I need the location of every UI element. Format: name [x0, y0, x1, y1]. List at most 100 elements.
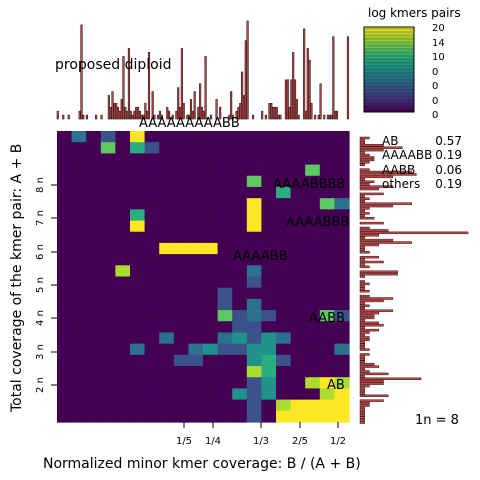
heatmap-cell — [57, 344, 72, 356]
heatmap-cell — [145, 221, 160, 233]
heatmap-cell — [305, 400, 320, 412]
heatmap-cell — [174, 265, 189, 277]
heatmap-cell — [145, 377, 160, 389]
heatmap-cell — [203, 400, 218, 412]
heatmap-cell — [72, 209, 87, 221]
top-histogram-bar — [121, 99, 123, 119]
side-histogram-bar — [360, 205, 393, 207]
heatmap-cell — [320, 198, 335, 210]
heatmap-cell — [145, 321, 160, 333]
heatmap-cell — [218, 209, 233, 221]
heatmap-cell — [159, 355, 174, 367]
heatmap-cell — [174, 400, 189, 412]
side-histogram-bar — [360, 239, 393, 241]
side-histogram-bar — [360, 358, 365, 360]
heatmap-cell — [203, 254, 218, 266]
heatmap-cell — [305, 344, 320, 356]
heatmap-cell — [86, 265, 101, 277]
side-histogram-bar — [360, 361, 365, 363]
side-histogram-bar — [360, 339, 369, 341]
heatmap-cell — [218, 310, 233, 322]
heatmap-cell — [334, 277, 349, 289]
legend-value: 0.57 — [435, 134, 462, 148]
heatmap-cell — [218, 221, 233, 233]
top-histogram-bar — [241, 72, 243, 119]
heatmap-cell — [72, 400, 87, 412]
heatmap-cell — [86, 254, 101, 266]
side-histogram-bar — [360, 193, 383, 195]
smudge-label: AB — [327, 378, 345, 393]
top-histogram-bar — [331, 115, 333, 119]
heatmap-cell — [334, 243, 349, 255]
heatmap-cell — [188, 332, 203, 344]
heatmap-cell — [101, 198, 116, 210]
heatmap-cell — [159, 366, 174, 378]
heatmap-cell — [130, 299, 145, 311]
top-histogram-bar — [292, 52, 294, 119]
heatmap-cell — [159, 209, 174, 221]
heatmap-cell — [101, 388, 116, 400]
heatmap-cell — [101, 187, 116, 199]
side-histogram-bar — [360, 156, 374, 158]
heatmap-cell — [174, 411, 189, 423]
heatmap-cell — [276, 265, 291, 277]
top-histogram-bar — [320, 84, 322, 119]
heatmap-cell — [115, 355, 130, 367]
heatmap-cell — [174, 355, 189, 367]
side-histogram-bar — [360, 295, 369, 297]
n-label: 1n = 8 — [415, 413, 459, 428]
side-histogram-bar — [360, 285, 365, 287]
top-histogram-bar — [130, 111, 132, 119]
side-histogram-bar — [360, 349, 369, 351]
side-histogram-bar — [360, 400, 383, 402]
top-histogram-bar — [117, 107, 119, 119]
heatmap-cell — [218, 400, 233, 412]
side-histogram-bar — [360, 341, 365, 343]
top-histogram-bar — [307, 48, 309, 119]
heatmap-cell — [159, 198, 174, 210]
side-histogram-bar — [360, 422, 365, 424]
y-tick-label: 8 n — [35, 177, 46, 193]
side-histogram-bar — [360, 319, 365, 321]
side-histogram-bar — [360, 329, 379, 331]
heatmap-cell — [276, 232, 291, 244]
heatmap-cell — [130, 366, 145, 378]
heatmap-cell — [86, 310, 101, 322]
heatmap-cell — [86, 344, 101, 356]
top-histogram-bar — [110, 107, 112, 119]
side-histogram-bar — [360, 300, 383, 302]
heatmap-cell — [57, 388, 72, 400]
heatmap-cell — [232, 411, 247, 423]
heatmap-cell — [203, 131, 218, 143]
side-histogram-bar — [360, 332, 369, 334]
heatmap-cell — [57, 310, 72, 322]
heatmap-cell — [203, 153, 218, 165]
y-tick-label: 2 n — [35, 377, 46, 393]
y-tick-label: 3 n — [35, 344, 46, 360]
heatmap-cell — [334, 142, 349, 154]
heatmap-cell — [334, 232, 349, 244]
side-histogram-bar — [360, 144, 383, 146]
heatmap-cell — [188, 321, 203, 333]
top-histogram-bar — [243, 95, 245, 119]
heatmap-cell — [57, 355, 72, 367]
heatmap-cell — [159, 277, 174, 289]
top-histogram-bar — [305, 111, 307, 119]
heatmap-cell — [247, 221, 262, 233]
heatmap-cell — [188, 209, 203, 221]
heatmap-cell — [86, 198, 101, 210]
heatmap-cell — [247, 176, 262, 188]
heatmap-cell — [247, 321, 262, 333]
heatmap-cell — [101, 366, 116, 378]
heatmap-cell — [115, 165, 130, 177]
heatmap-cell — [57, 221, 72, 233]
colorbar: 2014100000 — [364, 23, 445, 121]
top-histogram-bar — [119, 111, 121, 119]
heatmap-cell — [232, 198, 247, 210]
heatmap-cell — [276, 377, 291, 389]
legend-label: AB — [382, 134, 398, 148]
heatmap-cell — [218, 243, 233, 255]
heatmap-cell — [130, 344, 145, 356]
top-histogram-bar — [135, 107, 137, 119]
heatmap-cell — [276, 153, 291, 165]
